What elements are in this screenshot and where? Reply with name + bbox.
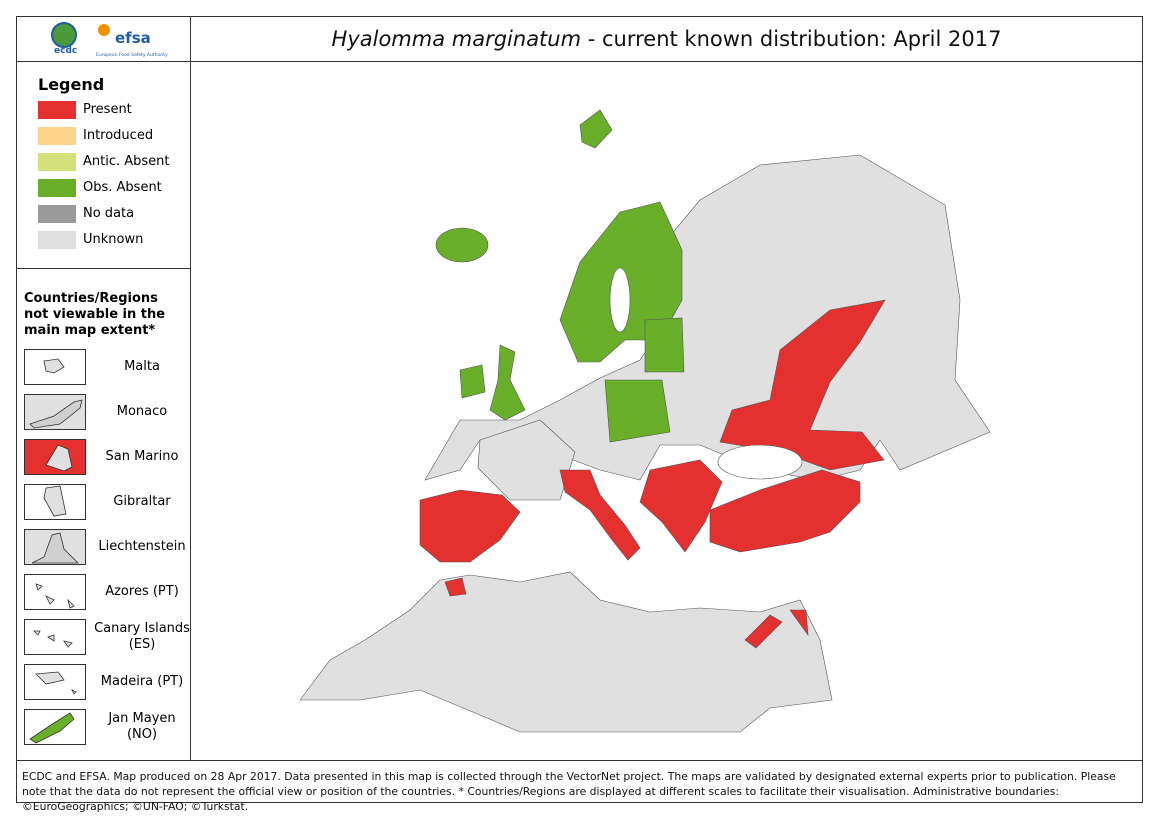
inset-label: Madeira (PT) [100,674,184,689]
baltic-sea [609,267,631,333]
inset-item: Jan Mayen (NO) [24,709,190,745]
inset-label: San Marino [105,449,179,464]
logos: ecdc efsa European Food Safety Authority [16,16,191,62]
inset-label: Canary Islands (ES) [94,621,190,652]
inset-item: Azores (PT) [24,574,190,610]
black-sea [717,444,803,480]
inset-shape [29,399,83,429]
balkans [639,459,723,553]
inset-item: Madeira (PT) [24,664,190,700]
insets-title: Countries/Regions not viewable in the ma… [24,291,166,338]
legend-swatch [38,153,76,171]
legend: Legend Present Introduced Antic. Absent Obs… [16,61,190,269]
inset-shape [43,485,67,517]
logo-graphics: ecdc efsa European Food Safety Authority [51,22,168,58]
north-africa [299,571,833,733]
left-panel: Legend Present Introduced Antic. Absent Obs… [16,61,191,761]
turkey [709,469,861,553]
inset-map [24,664,86,700]
inset-item: San Marino [24,439,190,475]
svalbard [579,109,613,149]
poland [604,379,671,443]
inset-label: Jan Mayen (NO) [108,711,176,742]
algeria-region [444,577,467,597]
legend-swatch [38,179,76,197]
inset-map [24,574,86,610]
baltics [644,317,685,373]
inset-map [24,529,86,565]
inset-shape [45,444,73,472]
inset-label: Azores (PT) [105,584,179,599]
footer: ECDC and EFSA. Map produced on 28 Apr 20… [16,760,1143,813]
israel-region [789,609,809,637]
inset-label: Malta [124,359,160,374]
inset-item: Monaco [24,394,190,430]
inset-map [24,394,86,430]
legend-label: No data [83,206,135,221]
inset-shape [43,358,65,374]
legend-label: Introduced [83,128,154,143]
frame [16,16,1143,803]
legend-swatch [38,101,76,119]
title-species: Hyalomma marginatum [331,27,582,51]
ecdc-ring [51,22,77,48]
legend-title: Legend [38,75,105,94]
legend-label: Unknown [83,232,144,247]
inset-map [24,484,86,520]
inset-map [24,619,86,655]
legend-swatch [38,127,76,145]
efsa-subtitle: European Food Safety Authority [96,52,168,58]
legend-label: Present [83,102,132,117]
legend-swatch [38,231,76,249]
land [299,109,991,733]
inset-label: Monaco [116,404,168,419]
legend-swatch [38,205,76,223]
legend-label: Antic. Absent [83,154,170,169]
title-text: - current known distribution: April 2017 [587,27,1002,51]
inset-shape [33,630,73,648]
inset-label: Liechtenstein [98,539,186,554]
france [477,419,576,501]
egypt-region [744,614,783,649]
inset-label: Gibraltar [113,494,171,509]
ireland [459,364,486,399]
eastern-europe [424,154,991,481]
inset-shape [35,583,75,609]
inset-item: Canary Islands (ES) [24,619,190,655]
iceland [435,227,489,263]
map [299,109,991,733]
ecdc-logo-text: ecdc [54,46,77,56]
inset-frame [24,574,86,610]
inset-map [24,349,86,385]
title: Hyalomma marginatum - current known dist… [190,16,1143,62]
legend-label: Obs. Absent [83,180,162,195]
inset-shape [31,532,79,564]
southern-russia [719,299,886,471]
inset-item: Gibraltar [24,484,190,520]
inset-frame [24,619,86,655]
italy [559,469,641,561]
iberia [419,489,521,563]
efsa-logo-text: efsa [115,29,151,47]
efsa-mark [98,24,110,36]
inset-item: Malta [24,349,190,385]
great-britain [489,344,526,421]
inset-item: Liechtenstein [24,529,190,565]
ecdc-globe [52,23,76,47]
inset-map [24,709,86,745]
inset-map [24,439,86,475]
inset-shape [29,712,75,744]
inset-shape [35,671,77,695]
